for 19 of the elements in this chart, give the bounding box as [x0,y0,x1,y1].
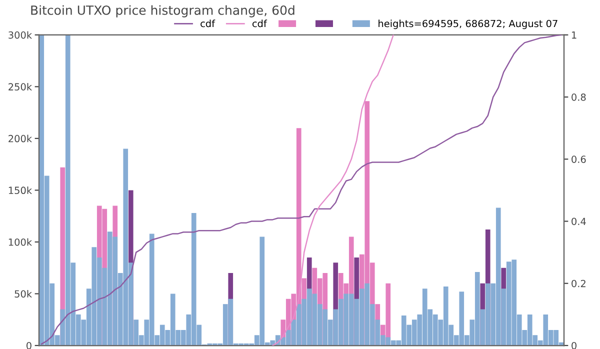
legend-label: heights=694595, 686872; August 07 [378,20,558,30]
y2-tick-label: 0.4 [572,218,586,226]
legend-label: cdf [252,20,268,28]
y2-tick-label: 0.8 [572,94,586,101]
y-tick-label: 200k [8,134,32,142]
y2-tick-label: 0.6 [572,156,586,163]
y-tick-label: 150k [8,186,32,194]
line-series [41,34,562,345]
y2-tick-label: 0 [572,342,576,349]
y-tick-label: 300k [8,31,32,39]
chart-title: Bitcoin UTXO price histogram change, 60d [31,5,294,18]
y2-tick-label: 1 [572,32,576,39]
y-tick-label: 0 [26,342,32,349]
line-series [272,34,394,346]
y2-tick-label: 0.2 [572,280,586,288]
y-tick-label: 50k [14,290,32,298]
legend-label: cdf [200,20,216,28]
y-tick-label: 250k [8,82,32,90]
y-tick-label: 100k [8,238,32,246]
